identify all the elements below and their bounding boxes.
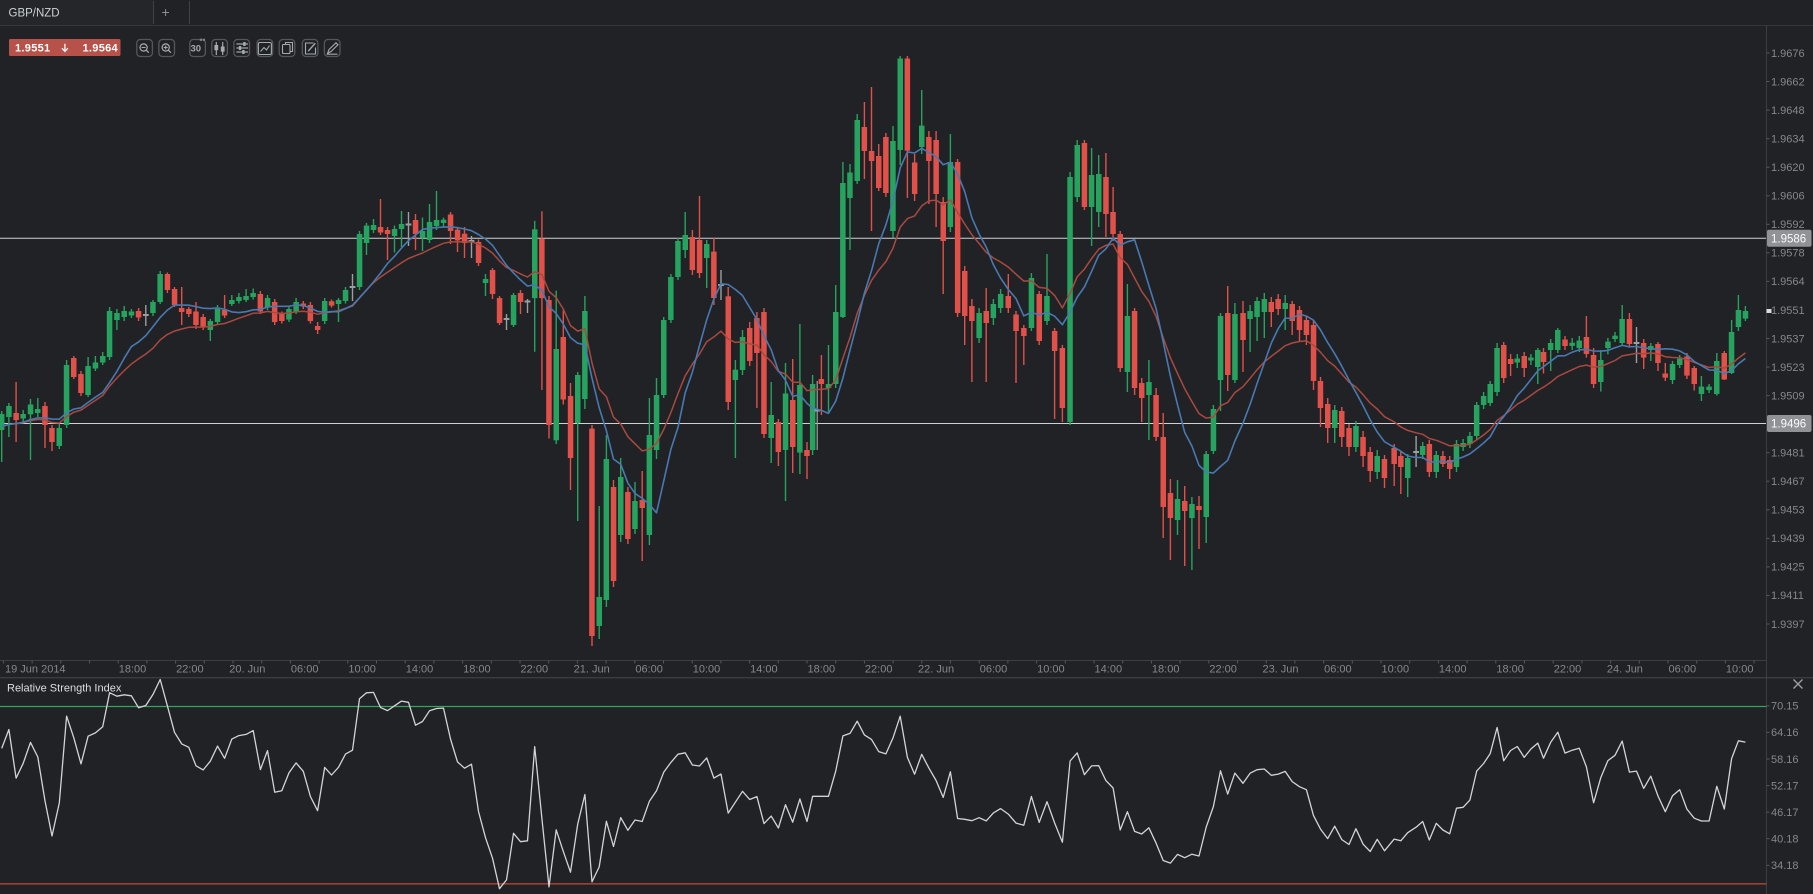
svg-text:22. Jun: 22. Jun (918, 664, 954, 676)
svg-text:22:00: 22:00 (1209, 664, 1237, 676)
svg-text:+: + (162, 4, 170, 20)
svg-text:22:00: 22:00 (176, 664, 204, 676)
svg-text:14:00: 14:00 (750, 664, 778, 676)
svg-text:1.9397: 1.9397 (1771, 619, 1805, 631)
svg-text:06:00: 06:00 (980, 664, 1008, 676)
svg-text:23. Jun: 23. Jun (1262, 664, 1298, 676)
svg-text:70.15: 70.15 (1771, 701, 1799, 713)
svg-text:1.9676: 1.9676 (1771, 48, 1805, 60)
svg-text:10:00: 10:00 (348, 664, 376, 676)
svg-text:64.16: 64.16 (1771, 727, 1799, 739)
svg-text:1.9662: 1.9662 (1771, 76, 1805, 88)
svg-text:1.9425: 1.9425 (1771, 562, 1805, 574)
svg-text:14:00: 14:00 (406, 664, 434, 676)
svg-text:22:00: 22:00 (865, 664, 893, 676)
svg-text:1.9496: 1.9496 (1771, 419, 1806, 431)
svg-text:06:00: 06:00 (1669, 664, 1697, 676)
svg-text:10:00: 10:00 (1726, 664, 1754, 676)
svg-text:18:00: 18:00 (119, 664, 147, 676)
svg-text:1.9564: 1.9564 (1771, 276, 1805, 288)
svg-text:30: 30 (191, 44, 202, 55)
svg-text:21. Jun: 21. Jun (574, 664, 610, 676)
svg-text:1.9523: 1.9523 (1771, 362, 1805, 374)
svg-text:1.9551: 1.9551 (15, 42, 50, 54)
svg-text:1.9509: 1.9509 (1771, 390, 1805, 402)
svg-text:1.9537: 1.9537 (1771, 333, 1805, 345)
svg-text:58.16: 58.16 (1771, 754, 1799, 766)
svg-text:1.9592: 1.9592 (1771, 219, 1805, 231)
svg-text:18:00: 18:00 (808, 664, 836, 676)
svg-text:10:00: 10:00 (693, 664, 721, 676)
svg-text:Relative Strength Index: Relative Strength Index (7, 683, 122, 695)
svg-text:24. Jun: 24. Jun (1607, 664, 1643, 676)
svg-text:10:00: 10:00 (1382, 664, 1410, 676)
svg-text:1.9586: 1.9586 (1771, 233, 1806, 245)
svg-text:1.9606: 1.9606 (1771, 191, 1805, 203)
svg-text:19 Jun 2014: 19 Jun 2014 (5, 664, 66, 676)
svg-text:1.9551: 1.9551 (1771, 305, 1805, 317)
svg-text:52.17: 52.17 (1771, 780, 1799, 792)
svg-text:06:00: 06:00 (1324, 664, 1352, 676)
svg-text:1.9481: 1.9481 (1771, 448, 1805, 460)
svg-text:1.9453: 1.9453 (1771, 505, 1805, 517)
svg-text:22:00: 22:00 (521, 664, 549, 676)
svg-text:18:00: 18:00 (1496, 664, 1524, 676)
svg-text:1.9634: 1.9634 (1771, 134, 1805, 146)
svg-text:1.9439: 1.9439 (1771, 533, 1805, 545)
svg-text:1.9467: 1.9467 (1771, 476, 1805, 488)
svg-text:1.9620: 1.9620 (1771, 162, 1805, 174)
svg-text:40.18: 40.18 (1771, 834, 1799, 846)
svg-text:22:00: 22:00 (1554, 664, 1582, 676)
svg-text:1.9411: 1.9411 (1771, 590, 1804, 602)
svg-text:14:00: 14:00 (1439, 664, 1467, 676)
svg-text:46.17: 46.17 (1771, 807, 1799, 819)
svg-text:34.18: 34.18 (1771, 860, 1799, 872)
svg-text:1.9564: 1.9564 (83, 42, 119, 54)
svg-text:18:00: 18:00 (1152, 664, 1180, 676)
svg-text:GBP/NZD: GBP/NZD (9, 8, 60, 20)
svg-text:20. Jun: 20. Jun (229, 664, 265, 676)
svg-text:18:00: 18:00 (463, 664, 491, 676)
svg-text:1.9578: 1.9578 (1771, 248, 1805, 260)
svg-text:1.9648: 1.9648 (1771, 105, 1805, 117)
svg-text:10:00: 10:00 (1037, 664, 1065, 676)
svg-text:06:00: 06:00 (635, 664, 663, 676)
svg-text:14:00: 14:00 (1095, 664, 1123, 676)
svg-text:06:00: 06:00 (291, 664, 319, 676)
